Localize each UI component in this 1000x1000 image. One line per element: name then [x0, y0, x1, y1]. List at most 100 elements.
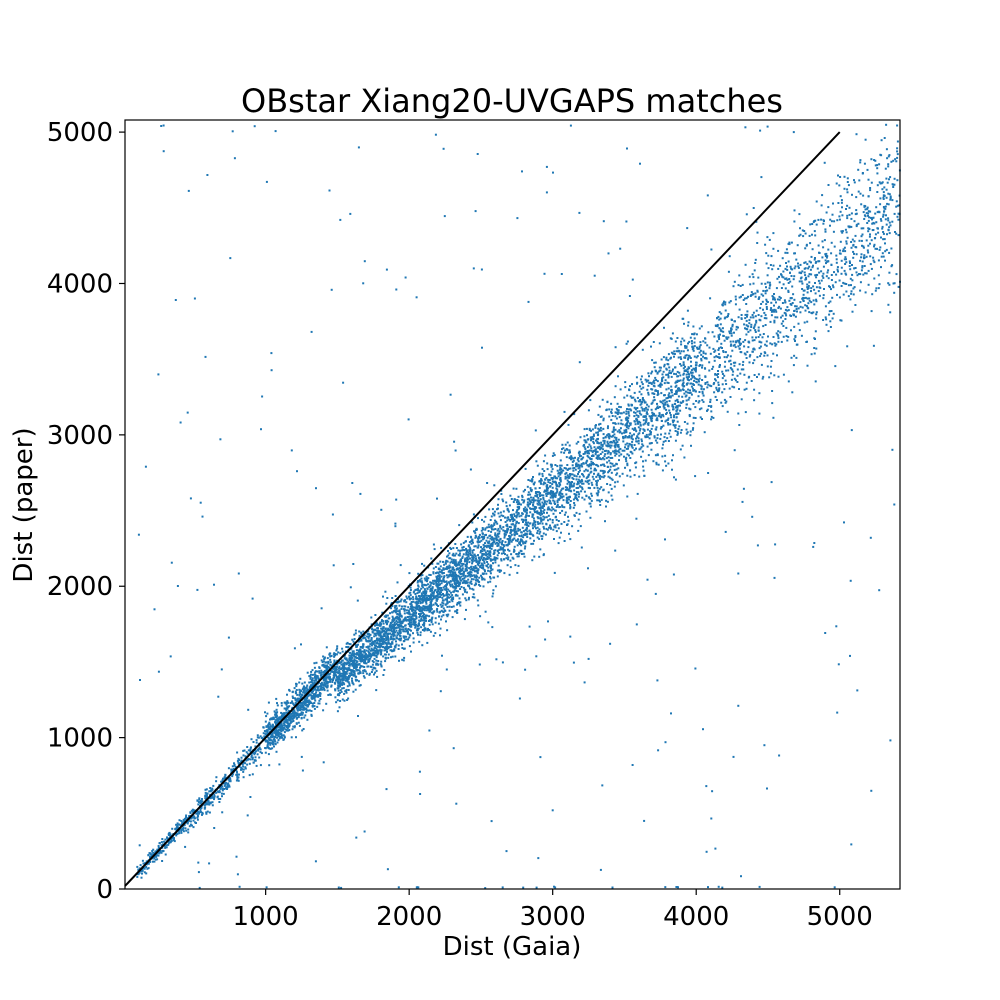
- data-point: [348, 656, 351, 659]
- data-point: [447, 554, 450, 557]
- data-point: [708, 361, 711, 364]
- data-point: [546, 500, 549, 503]
- data-point: [417, 598, 420, 601]
- data-point: [887, 219, 890, 222]
- data-point: [853, 286, 856, 289]
- data-point: [712, 365, 715, 368]
- data-point: [548, 479, 551, 481]
- data-point: [635, 430, 638, 433]
- data-point: [465, 550, 468, 552]
- data-point: [732, 285, 735, 288]
- data-point: [283, 731, 286, 734]
- data-point: [140, 870, 143, 873]
- data-point: [275, 697, 278, 700]
- data-point: [628, 454, 630, 457]
- data-point: [724, 401, 727, 404]
- data-point: [676, 381, 678, 383]
- data-point: [738, 424, 741, 426]
- data-point: [840, 266, 843, 269]
- data-point: [390, 628, 393, 630]
- data-point: [311, 705, 314, 707]
- data-point: [577, 467, 580, 470]
- data-point: [846, 214, 849, 217]
- data-point: [677, 412, 680, 415]
- data-point: [656, 402, 658, 405]
- data-point: [765, 308, 768, 310]
- data-point: [776, 354, 778, 357]
- data-point: [259, 748, 262, 751]
- data-point: [764, 324, 767, 326]
- data-point: [859, 159, 862, 162]
- data-point: [778, 281, 781, 284]
- data-point: [422, 586, 425, 589]
- data-point: [391, 615, 394, 618]
- data-point: [667, 353, 670, 356]
- data-point: [225, 781, 227, 784]
- data-point: [564, 477, 567, 480]
- data-points: [135, 123, 901, 890]
- data-point: [368, 672, 371, 675]
- data-point: [542, 518, 545, 521]
- data-point: [423, 624, 426, 627]
- data-point: [487, 566, 490, 569]
- data-point: [311, 682, 314, 685]
- data-point: [340, 674, 343, 677]
- data-point: [153, 857, 156, 860]
- data-point: [869, 189, 872, 192]
- data-point: [884, 259, 886, 262]
- data-point: [537, 501, 540, 504]
- data-point: [352, 690, 355, 693]
- data-point: [604, 453, 607, 456]
- data-point: [231, 768, 234, 771]
- data-point: [295, 685, 298, 688]
- data-point: [250, 738, 253, 741]
- data-point: [349, 643, 352, 646]
- data-point: [545, 485, 548, 488]
- data-point: [397, 648, 400, 650]
- data-point: [671, 419, 674, 422]
- data-point: [662, 376, 665, 379]
- data-point: [471, 596, 474, 599]
- data-point: [294, 715, 297, 718]
- data-point: [441, 569, 443, 572]
- data-point: [461, 567, 464, 570]
- data-point: [568, 456, 571, 459]
- data-point: [416, 606, 419, 609]
- data-point: [818, 271, 821, 274]
- data-point: [624, 466, 626, 469]
- data-point: [810, 255, 813, 258]
- data-point: [551, 478, 554, 481]
- data-point: [376, 627, 379, 630]
- data-point: [634, 427, 636, 430]
- data-point: [717, 384, 720, 386]
- data-point: [795, 308, 798, 310]
- data-point: [312, 690, 314, 693]
- data-point: [558, 536, 561, 539]
- data-point: [379, 649, 382, 652]
- data-point: [639, 427, 642, 430]
- data-point: [517, 512, 520, 515]
- data-point: [804, 309, 807, 312]
- data-point: [460, 543, 463, 546]
- data-point: [353, 674, 356, 677]
- data-point: [876, 167, 879, 170]
- data-point: [285, 707, 288, 710]
- data-point: [329, 693, 332, 696]
- data-point: [464, 590, 466, 593]
- data-point: [696, 346, 698, 349]
- data-point: [560, 531, 562, 534]
- data-point: [659, 383, 661, 386]
- data-point: [330, 684, 333, 687]
- data-point: [336, 663, 339, 666]
- data-point: [685, 406, 688, 409]
- data-point: [425, 590, 428, 593]
- data-point: [885, 123, 888, 126]
- data-point: [145, 872, 148, 875]
- data-point: [348, 684, 351, 687]
- data-point: [807, 275, 810, 278]
- data-point: [329, 663, 332, 666]
- data-point: [764, 290, 767, 292]
- data-point: [597, 447, 600, 450]
- data-point: [375, 642, 378, 645]
- data-point: [267, 753, 270, 756]
